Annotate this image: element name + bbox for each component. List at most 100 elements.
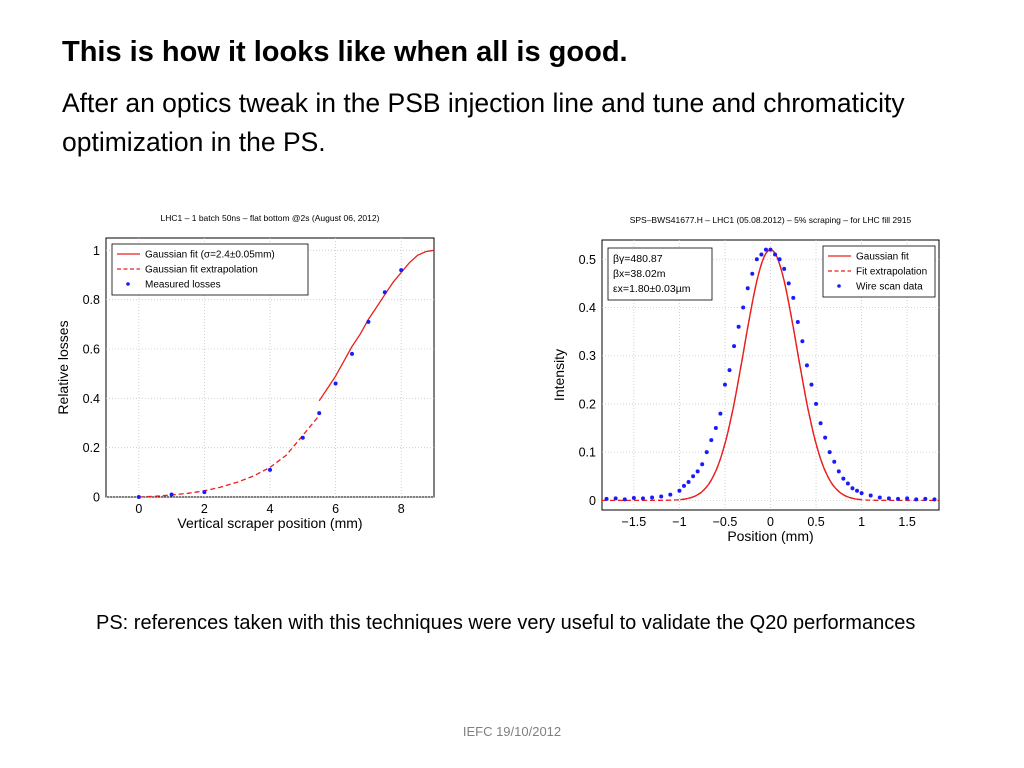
- chart-0-data-point: [333, 381, 338, 386]
- slide-note: PS: references taken with this technique…: [96, 612, 916, 634]
- chart-1-data-point: [832, 459, 837, 464]
- chart-1-data-point: [727, 368, 732, 373]
- chart-1-x-tick-label: −1.5: [622, 515, 647, 529]
- chart-1-legend-entry: Wire scan data: [856, 282, 923, 293]
- chart-1-data-point: [686, 480, 691, 485]
- chart-1-data-point: [622, 497, 627, 502]
- chart-1-data-point: [650, 495, 655, 500]
- chart-1-data-point: [768, 247, 773, 252]
- chart-1-data-point: [640, 496, 645, 501]
- chart-1-data-point: [786, 281, 791, 286]
- chart-1-data-point: [886, 496, 891, 501]
- chart-1-data-point: [868, 493, 873, 498]
- chart-1-data-point: [736, 324, 741, 329]
- chart-1-data-point: [604, 496, 609, 501]
- chart-0-y-axis-label: Relative losses: [55, 320, 71, 414]
- chart-0-legend-box: [111, 243, 309, 296]
- slide-subtitle: After an optics tweak in the PSB injecti…: [62, 88, 905, 157]
- chart-1-data-point: [773, 252, 778, 257]
- chart-0-y-tick-label: 1: [93, 244, 100, 258]
- chart-1-data-point: [691, 474, 696, 479]
- chart-1-data-point: [905, 496, 910, 501]
- chart-1-data-point: [709, 438, 714, 443]
- chart-0-y-tick-label: 0.6: [83, 343, 100, 357]
- chart-1-data-point: [845, 481, 850, 486]
- chart-1-data-point: [613, 496, 618, 501]
- chart-1-legend-marker-points: [837, 284, 841, 288]
- chart-1-y-axis-label: Intensity: [551, 349, 567, 401]
- chart-0-data-point: [382, 290, 387, 295]
- chart-1-data-point: [827, 450, 832, 455]
- chart-0-legend-entry: Gaussian fit (σ=2.4±0.05mm): [145, 250, 275, 261]
- chart-1-data-point: [841, 476, 846, 481]
- chart-1-data-point: [741, 305, 746, 310]
- chart-1-data-point: [750, 271, 755, 276]
- chart-1-y-tick-label: 0.1: [579, 446, 596, 460]
- wire-scan-chart: SPS–BWS41677.H – LHC1 (05.08.2012) – 5% …: [545, 210, 943, 544]
- chart-1-y-tick-label: 0.2: [579, 397, 596, 411]
- chart-1-data-point: [782, 266, 787, 271]
- chart-1-data-point: [681, 483, 686, 488]
- chart-1-x-axis-label: Position (mm): [727, 528, 813, 544]
- chart-1-data-point: [754, 257, 759, 262]
- chart-1-data-point: [932, 497, 937, 502]
- chart-1-data-point: [795, 319, 800, 324]
- chart-1-data-point: [850, 486, 855, 491]
- chart-1-x-tick-label: 0: [767, 515, 774, 529]
- chart-1-data-point: [732, 344, 737, 349]
- chart-1-title: SPS–BWS41677.H – LHC1 (05.08.2012) – 5% …: [630, 215, 912, 225]
- chart-1-data-point: [631, 495, 636, 500]
- chart-1-legend-entry: Gaussian fit: [856, 252, 909, 263]
- chart-1-x-tick-label: 0.5: [807, 515, 824, 529]
- chart-0-series-fit-line: [318, 249, 435, 402]
- chart-0-series-extrapolation-line: [138, 415, 320, 498]
- chart-0-data-point: [399, 268, 404, 273]
- chart-0-data-point: [136, 495, 141, 499]
- chart-0-legend-marker-points: [126, 282, 130, 286]
- chart-0-data-point: [300, 435, 305, 440]
- chart-1-data-point: [704, 450, 709, 455]
- chart-0-data-point: [169, 492, 174, 497]
- chart-1-annotation-line: εx=1.80±0.03µm: [613, 283, 691, 295]
- chart-1-y-tick-label: 0: [589, 494, 596, 508]
- chart-0-title: LHC1 – 1 batch 50ns – flat bottom @2s (A…: [161, 213, 380, 223]
- chart-1-data-point: [923, 496, 928, 501]
- chart-1-data-point: [722, 382, 727, 387]
- chart-1-y-tick-label: 0.4: [579, 301, 596, 315]
- chart-1-x-tick-label: 1.5: [898, 515, 915, 529]
- chart-1-data-point: [718, 411, 723, 416]
- chart-0-x-axis-label: Vertical scraper position (mm): [177, 515, 362, 531]
- chart-0-x-tick-label: 8: [398, 502, 405, 516]
- chart-1-data-point: [877, 495, 882, 500]
- chart-1-data-point: [818, 421, 823, 426]
- slide-footer: IEFC 19/10/2012: [462, 724, 562, 739]
- chart-0-legend-entry: Gaussian fit extrapolation: [145, 265, 258, 276]
- relative-losses-chart-svg: LHC1 – 1 batch 50ns – flat bottom @2s (A…: [55, 213, 435, 531]
- chart-1-annotation-line: βγ=480.87: [613, 253, 663, 265]
- chart-1-data-point: [763, 247, 768, 252]
- chart-1-annotation-box: [607, 247, 713, 301]
- chart-0-x-tick-label: 4: [267, 502, 274, 516]
- chart-1-data-point: [695, 469, 700, 474]
- chart-1-data-point: [804, 363, 809, 368]
- chart-1-data-point: [668, 492, 673, 497]
- chart-0-x-tick-label: 6: [332, 502, 339, 516]
- chart-1-data-point: [823, 435, 828, 440]
- chart-1-data-point: [896, 496, 901, 501]
- chart-0-legend-entry: Measured losses: [145, 280, 221, 291]
- relative-losses-chart: LHC1 – 1 batch 50ns – flat bottom @2s (A…: [50, 210, 446, 536]
- chart-1-data-point: [814, 401, 819, 406]
- chart-0-x-tick-label: 2: [201, 502, 208, 516]
- chart-1-data-point: [677, 488, 682, 493]
- chart-1-data-point: [855, 488, 860, 493]
- chart-0-data-point: [202, 490, 207, 495]
- chart-1-data-point: [859, 491, 864, 496]
- chart-0-y-tick-label: 0: [93, 491, 100, 505]
- chart-0-y-tick-label: 0.2: [83, 441, 100, 455]
- chart-1-data-point: [836, 469, 841, 474]
- chart-0-data-point: [317, 411, 322, 416]
- chart-1-y-tick-label: 0.5: [579, 253, 596, 267]
- slide-title: This is how it looks like when all is go…: [62, 36, 628, 68]
- chart-1-x-tick-label: −0.5: [713, 515, 738, 529]
- chart-1-data-point: [659, 494, 664, 499]
